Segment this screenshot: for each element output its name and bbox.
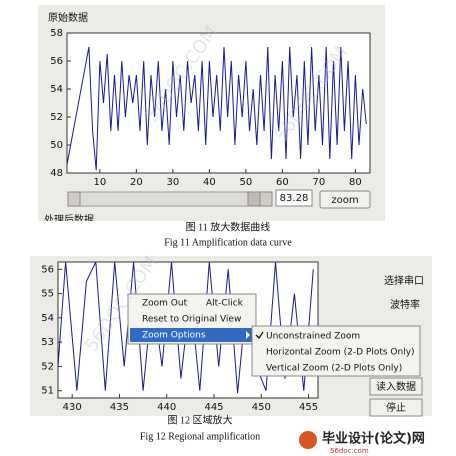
logo-text: 毕业设计(论文)网 [322,431,425,447]
y-tick-label: 51 [41,386,54,397]
y-tick-label: 54 [41,313,54,324]
x-tick-label: 430 [63,402,82,413]
y-tick-label: 50 [50,140,63,151]
stop-button-label: 停止 [386,401,406,414]
data-line [67,46,367,171]
check-mark [255,331,264,340]
menu-shortcut: Alt-Click [206,299,244,309]
x-tick-label: 60 [276,177,289,188]
y-tick-label: 54 [50,84,63,95]
x-tick-label: 435 [110,402,129,413]
y-tick-label: 55 [41,289,54,300]
y-tick-label: 52 [50,112,63,123]
menu-item[interactable]: Zoom Out [142,299,188,309]
side-label: 波特率 [390,298,420,311]
y-tick-label: 56 [50,56,63,67]
logo-url: 56doc.com [330,447,369,455]
read-button-label: 读入数据 [376,380,416,393]
slider[interactable] [67,191,273,207]
read-button[interactable] [369,377,423,396]
x-tick-label: 70 [313,177,326,188]
submenu [251,325,421,377]
side-label: 选择串口 [384,274,424,287]
x-tick-label: 440 [157,402,176,413]
x-tick-label: 50 [240,177,253,188]
x-tick-label: 455 [299,402,318,413]
caption-en: Fig 11 Amplification data curve [164,237,292,248]
text-box-value: 83.28 [280,193,309,204]
x-tick-label: 40 [203,177,216,188]
stop-button[interactable] [369,398,423,417]
zoom-button-label: zoom [331,195,358,206]
x-tick-label: 450 [252,402,271,413]
menu-item[interactable]: Zoom Options [142,331,206,341]
y-tick-label: 56 [41,264,54,275]
y-tick-label: 53 [41,337,54,348]
x-tick-label: 80 [349,177,362,188]
submenu-item[interactable]: Unconstrained Zoom [266,332,360,342]
zoom-button[interactable] [319,190,371,209]
caption-cn: 图 12 区域放大 [168,413,233,426]
logo-icon [299,431,317,449]
plot-title: 原始数据 [48,11,88,24]
slider-right-arrow[interactable] [259,191,273,207]
x-tick-label: 20 [130,177,143,188]
x-tick-label: 445 [204,402,223,413]
submenu-arrow [246,331,250,339]
panel-label: 处理后数据 [44,213,94,226]
caption-en: Fig 12 Regional amplification [140,431,260,442]
x-tick-label: 10 [93,177,106,188]
submenu-item[interactable]: Vertical Zoom (2-D Plots Only) [266,364,402,374]
y-tick-label: 52 [41,361,54,372]
slider-thumb[interactable] [247,191,261,207]
x-tick-label: 30 [167,177,180,188]
text-box[interactable] [275,189,313,207]
y-tick-label: 48 [50,168,63,179]
slider-left-arrow[interactable] [67,191,81,207]
caption-cn: 图 11 放大数据曲线 [186,220,271,233]
submenu-item[interactable]: Horizontal Zoom (2-D Plots Only) [266,348,415,358]
y-tick-label: 58 [50,28,63,39]
menu-highlight [130,328,254,342]
menu-item[interactable]: Reset to Original View [142,315,241,325]
